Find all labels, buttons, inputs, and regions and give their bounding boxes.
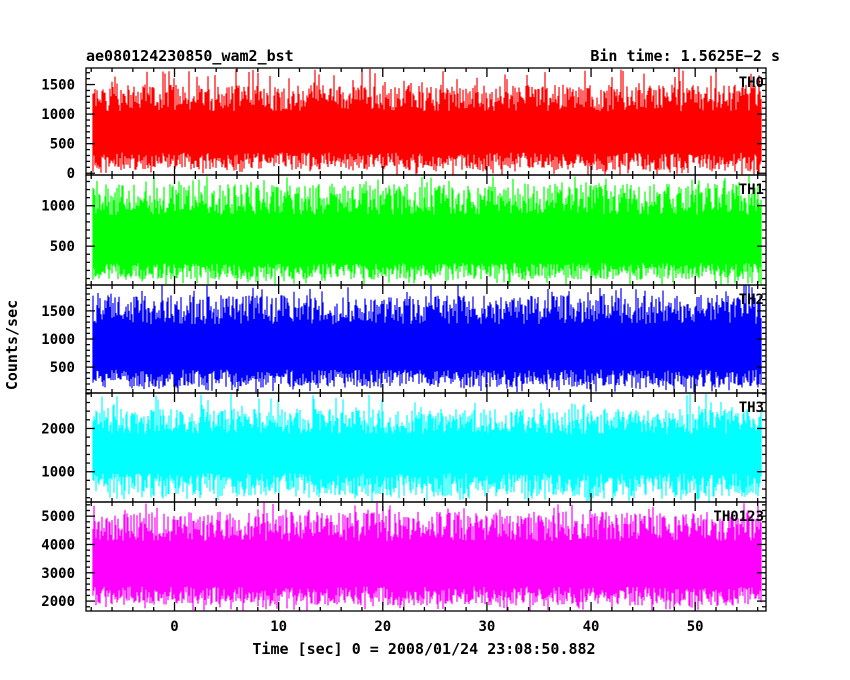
panel-label-th0: TH0 [739,75,764,91]
y-tick-label: 0 [67,166,75,182]
x-tick-label: 50 [687,619,704,635]
y-tick-label: 500 [50,137,75,153]
y-tick-label: 500 [50,360,75,376]
panel-frame [85,501,767,612]
panel-label-th1: TH1 [739,182,764,198]
x-tick-label: 20 [374,619,391,635]
y-tick-label: 4000 [41,537,75,553]
y-tick-label: 1000 [41,332,75,348]
panel-th0: 0 500 1000 1500 TH0 [41,67,767,182]
x-tick-label: 30 [478,619,495,635]
series-th3 [92,393,762,502]
y-tick-label: 1000 [41,199,75,215]
panel-label-th3: TH3 [739,400,764,416]
series-th2 [92,285,762,393]
panel-th3: 1000 2000 TH3 [41,392,767,503]
y-tick-label: 5000 [41,509,75,525]
panel-label-th2: TH2 [739,292,764,308]
x-tick-label: 40 [583,619,600,635]
y-tick-label: 1000 [41,465,75,481]
y-tick-label: 2000 [41,594,75,610]
chart-title: ae080124230850_wam2_bst [86,47,294,65]
x-axis-label: Time [sec] 0 = 2008/01/24 23:08:50.882 [252,640,595,658]
panel-label-th0123: TH0123 [713,509,764,525]
y-tick-label: 500 [50,239,75,255]
panel-th2: 500 1000 1500 TH2 [41,284,767,394]
x-tick-label: 10 [270,619,287,635]
x-tick-label: 0 [170,619,178,635]
panel-th0123: 2000 3000 4000 5000 TH0123 [41,501,767,612]
y-tick-label: 1000 [41,107,75,123]
y-tick-label: 3000 [41,566,75,582]
y-tick-label: 1500 [41,304,75,320]
panel-th1: 500 1000 TH1 [41,174,767,286]
series-th0 [92,68,762,175]
series-th1 [92,175,762,285]
bin-time-label: Bin time: 1.5625E−2 s [590,47,780,65]
y-tick-label: 2000 [41,421,75,437]
y-axis-label: Counts/sec [3,300,21,390]
y-tick-label: 1500 [41,78,75,94]
series-th0123 [92,502,762,611]
